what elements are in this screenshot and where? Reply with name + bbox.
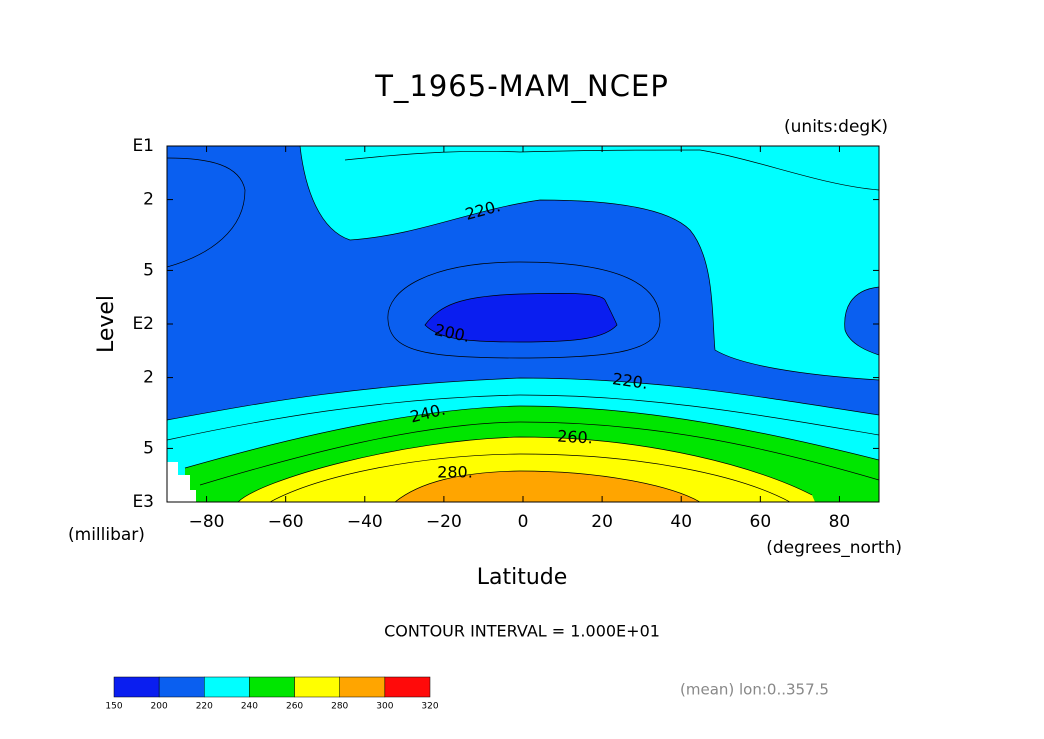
footer: CONTOUR INTERVAL = 1.000E+01 <box>384 622 660 641</box>
contour-line <box>184 405 879 469</box>
colorbar-swatch <box>158 676 205 698</box>
colorbar-label: 260 <box>286 702 303 712</box>
contour-line <box>299 146 879 381</box>
colorbar-swatch <box>294 676 340 698</box>
contour-label: 280. <box>437 463 473 482</box>
x-tick-label: −80 <box>189 512 225 532</box>
x-tick-label: −40 <box>347 512 383 532</box>
contour-band <box>238 437 815 502</box>
contour-line <box>699 149 879 191</box>
contour-line <box>167 157 246 268</box>
colorbar-label: 240 <box>241 702 258 712</box>
y-units-label: (millibar) <box>68 525 145 545</box>
contour-line <box>269 453 791 502</box>
contour-band <box>395 471 700 502</box>
colorbar-swatch <box>339 676 386 698</box>
x-tick-label: −60 <box>268 512 304 532</box>
x-axis-label: Latitude <box>477 565 568 590</box>
y-axis-label: Level <box>94 295 119 353</box>
colorbar-label: 220 <box>196 702 213 712</box>
contour-line <box>387 261 661 359</box>
contour-line <box>199 421 879 486</box>
plot-area <box>167 146 879 502</box>
y-tick-label: E1 <box>132 136 154 156</box>
missing-area <box>167 462 196 502</box>
contour-line <box>424 292 618 343</box>
colorbar-swatch <box>113 676 160 698</box>
x-tick-label: 80 <box>829 512 851 532</box>
colorbar-label: 320 <box>421 702 438 712</box>
y-tick-label: 2 <box>143 190 154 210</box>
contour-line <box>167 377 879 421</box>
x-tick-label: −20 <box>426 512 462 532</box>
y-tick-label: 5 <box>143 438 154 458</box>
x-tick-label: 0 <box>518 512 529 532</box>
x-tick-label: 20 <box>591 512 613 532</box>
x-tick-label: 40 <box>670 512 692 532</box>
chart-title: T_1965-MAM_NCEP <box>374 69 669 103</box>
contour-band <box>300 146 879 380</box>
colorbar-label: 300 <box>376 702 393 712</box>
contour-label: 220. <box>611 369 649 393</box>
contour-band <box>844 287 879 355</box>
y-tick-label: E2 <box>132 314 154 334</box>
colorbar-swatch <box>204 676 250 698</box>
y-tick-label: E3 <box>132 492 154 512</box>
colorbar-swatch <box>384 676 431 698</box>
colorbar-label: 150 <box>105 702 122 712</box>
colorbar-swatch <box>249 676 295 698</box>
contour-line <box>237 436 813 502</box>
contour-line <box>344 149 701 161</box>
colorbar-label: 200 <box>151 702 168 712</box>
contour-band <box>425 293 617 342</box>
contour-line <box>844 286 879 356</box>
x-units-label: (degrees_north) <box>766 538 902 558</box>
contour-line <box>394 470 701 502</box>
x-tick-label: 60 <box>750 512 772 532</box>
units-label: (units:degK) <box>784 117 888 137</box>
y-tick-label: 2 <box>143 368 154 388</box>
contour-label: 260. <box>557 427 594 448</box>
y-tick-label: 5 <box>143 260 154 280</box>
contour-line <box>167 394 879 441</box>
colorbar-label: 280 <box>331 702 348 712</box>
note: (mean) lon:0..357.5 <box>680 681 829 699</box>
